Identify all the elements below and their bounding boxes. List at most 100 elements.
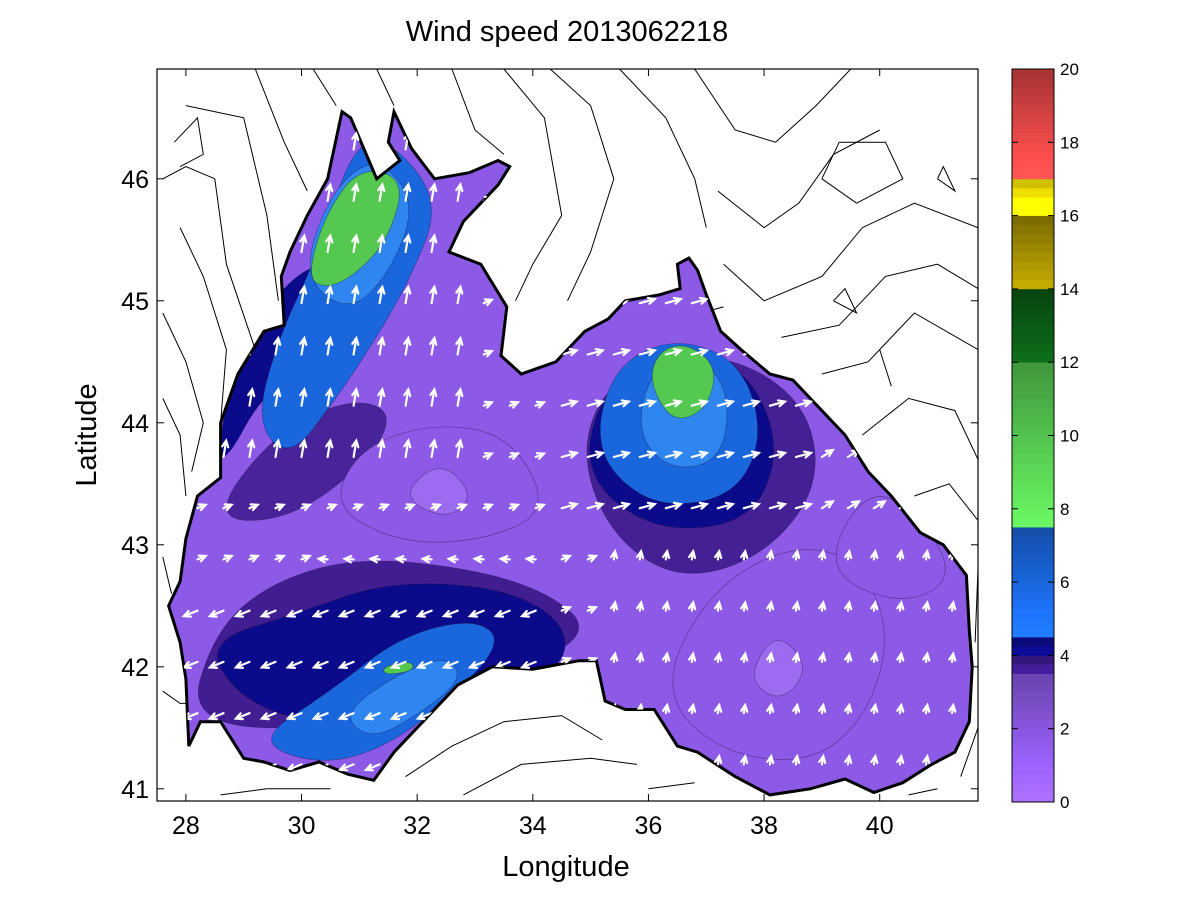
- wind-arrow: [441, 660, 459, 669]
- wind-arrow: [363, 609, 381, 618]
- wind-arrow: [455, 284, 464, 305]
- wind-arrow: [403, 386, 412, 407]
- wind-arrow: [325, 438, 334, 459]
- wind-arrow: [482, 298, 495, 307]
- wind-arrow: [472, 555, 485, 564]
- colorbar-step: [1012, 637, 1054, 647]
- wind-speed-band: [651, 345, 714, 419]
- colorbar-tick-label: 6: [1060, 573, 1069, 592]
- colorbar-step: [1012, 206, 1054, 216]
- wind-arrow: [690, 296, 710, 305]
- land-contour-line: [694, 69, 852, 143]
- wind-arrow: [222, 554, 235, 563]
- colorbar-step: [1012, 655, 1054, 665]
- wind-arrow: [714, 600, 723, 612]
- y-tick-label: 45: [121, 288, 149, 316]
- wind-arrow: [247, 386, 256, 407]
- land-contour-line: [833, 287, 858, 315]
- wind-arrow: [716, 450, 736, 459]
- y-axis: 41 42 43 44 45 46: [121, 166, 978, 804]
- wind-speed-band: [410, 468, 468, 515]
- wind-arrow: [794, 450, 814, 459]
- colorbar-step: [1012, 288, 1054, 299]
- wind-arrow: [441, 609, 459, 618]
- land-contour-line: [717, 129, 880, 229]
- colorbar-step: [1012, 325, 1054, 336]
- y-tick-label: 41: [121, 776, 149, 804]
- wind-arrow: [820, 500, 835, 510]
- wind-arrow: [664, 348, 684, 357]
- wind-speed-band: [311, 171, 400, 286]
- wind-arrow: [740, 548, 749, 561]
- y-tick-label: 46: [121, 166, 149, 194]
- wind-arrow: [688, 651, 697, 663]
- wind-arrow: [259, 660, 277, 669]
- colorbar-step: [1012, 682, 1054, 693]
- colorbar-step: [1012, 499, 1054, 510]
- land-contour-line: [821, 312, 978, 375]
- wind-arrow: [742, 501, 762, 510]
- wind-arrow: [922, 753, 931, 766]
- y-axis-label: Latitude: [71, 383, 103, 486]
- wind-arrow: [922, 548, 931, 561]
- colorbar-step: [1012, 78, 1054, 88]
- wind-arrow: [430, 503, 443, 512]
- wind-arrow: [948, 600, 957, 612]
- colorbar-step: [1012, 453, 1054, 464]
- wind-arrow: [389, 660, 407, 669]
- wind-arrow: [766, 548, 775, 561]
- wind-arrow: [922, 651, 931, 663]
- colorbar-tick-label: 10: [1060, 427, 1079, 446]
- wind-arrow: [377, 335, 386, 356]
- wind-arrow: [285, 660, 303, 669]
- wind-arrow: [299, 233, 308, 254]
- wind-arrow: [638, 348, 658, 357]
- colorbar-step: [1012, 398, 1054, 409]
- wind-arrow: [273, 438, 282, 459]
- wind-arrow: [363, 660, 381, 669]
- wind-arrow: [196, 554, 209, 563]
- wind-arrow: [351, 130, 360, 151]
- wind-arrow: [534, 503, 547, 512]
- wind-arrow: [325, 181, 334, 202]
- wind-arrow: [351, 386, 360, 407]
- land-contour-line: [179, 227, 227, 423]
- wind-arrow: [872, 500, 887, 510]
- wind-arrow: [664, 296, 684, 305]
- colorbar-step: [1012, 627, 1054, 638]
- wind-arrow: [248, 554, 261, 563]
- wind-arrow: [766, 753, 775, 766]
- plot-area: [156, 68, 979, 802]
- wind-arrow: [818, 600, 827, 612]
- wind-arrow: [420, 555, 433, 564]
- wind-arrow: [794, 501, 814, 510]
- wind-arrow: [638, 399, 658, 408]
- colorbar-step: [1012, 646, 1054, 656]
- wind-arrow: [455, 386, 464, 407]
- colorbar-tick-label: 12: [1060, 353, 1079, 372]
- wind-arrow: [377, 233, 386, 254]
- wind-arrow: [299, 335, 308, 356]
- wind-arrow: [740, 651, 749, 663]
- wind-arrow: [896, 753, 905, 766]
- wind-arrow: [610, 548, 619, 561]
- colorbar-step: [1012, 362, 1054, 372]
- wind-arrow: [690, 399, 710, 408]
- colorbar-step: [1012, 536, 1054, 546]
- colorbar-step: [1012, 279, 1054, 290]
- wind-arrow: [221, 438, 230, 459]
- wind-arrow: [394, 555, 407, 564]
- wind-arrow: [429, 335, 438, 356]
- wind-speed-band: [754, 640, 803, 697]
- wind-arrow: [844, 600, 853, 612]
- wind-arrow: [259, 609, 277, 618]
- colorbar-step: [1012, 563, 1054, 574]
- wind-arrow: [299, 386, 308, 407]
- wind-arrow: [519, 660, 537, 669]
- wind-arrow: [429, 233, 438, 254]
- wind-arrow: [482, 349, 495, 358]
- wind-arrow: [870, 600, 879, 612]
- wind-arrow: [714, 702, 723, 715]
- y-tick-label: 42: [121, 654, 149, 682]
- wind-arrow: [688, 702, 697, 715]
